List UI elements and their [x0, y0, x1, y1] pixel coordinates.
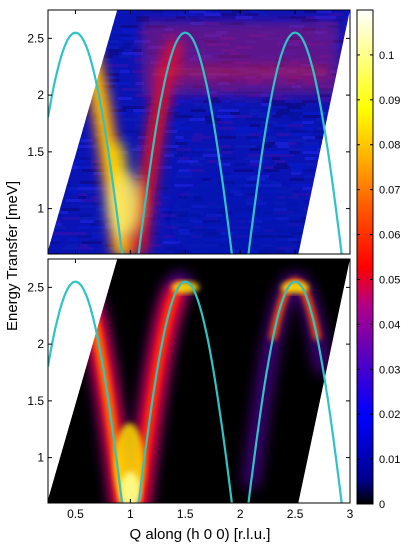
- colorbar-tick-label: 0.09: [379, 95, 400, 107]
- y-axis-label: Energy Transfer [meV]: [4, 181, 21, 331]
- x-tick-label: 2: [237, 507, 244, 521]
- x-tick-label: 1.5: [177, 507, 194, 521]
- x-axis-label: Q along (h 0 0) [r.l.u.]: [130, 526, 271, 543]
- y-tick-label: 1: [37, 202, 44, 216]
- colorbar-tick-label: 0.03: [379, 364, 400, 376]
- y-tick-label: 2.5: [27, 280, 44, 294]
- y-tick-label: 2: [37, 88, 44, 102]
- colorbar-tick-label: 0.1: [379, 50, 394, 62]
- measured-y-ticks: 1 1.5 2 2.5: [27, 10, 351, 254]
- y-tick-label: 1: [37, 451, 44, 465]
- colorbar-tick-label: 0.07: [379, 185, 400, 197]
- y-tick-label: 1.5: [27, 394, 44, 408]
- colorbar-ticks: 0 0.01 0.02 0.03 0.04 0.05 0.06 0.07 0.08 0.09 0.1: [357, 50, 400, 511]
- colorbar-tick-label: 0.06: [379, 230, 400, 242]
- measured-dispersion-curve: [48, 31, 343, 254]
- x-tick-label: 2.5: [287, 507, 304, 521]
- y-tick-label: 2: [37, 337, 44, 351]
- x-axis-ticks: 0.5 1 1.5 2 2.5 3: [67, 507, 354, 521]
- calculated-dispersion-curve: [48, 280, 343, 503]
- colorbar-tick-label: 0.08: [379, 140, 400, 152]
- colorbar-tick-label: 0.04: [379, 319, 400, 331]
- calculated-panel: 1 1.5 2 2.5 0.5 1 1.5 2 2.5 3: [27, 258, 354, 521]
- calculated-y-ticks: 1 1.5 2 2.5: [27, 259, 351, 503]
- measured-panel: 1 1.5 2 2.5: [27, 9, 351, 255]
- x-tick-label: 0.5: [67, 507, 84, 521]
- colorbar-tick-label: 0.05: [379, 274, 400, 286]
- colorbar-tick-label: 0.01: [379, 454, 400, 466]
- y-tick-label: 1.5: [27, 145, 44, 159]
- colorbar-tick-label: 0: [379, 499, 385, 511]
- colorbar-tick-label: 0.02: [379, 409, 400, 421]
- x-tick-label: 3: [347, 507, 354, 521]
- x-tick-label: 1: [127, 507, 134, 521]
- y-tick-label: 2.5: [27, 31, 44, 45]
- colorbar: 0 0.01 0.02 0.03 0.04 0.05 0.06 0.07 0.08 0.09 0.1: [356, 9, 400, 511]
